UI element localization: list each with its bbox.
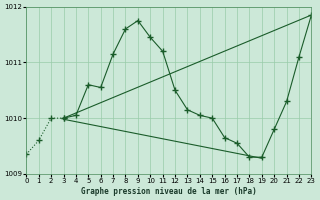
X-axis label: Graphe pression niveau de la mer (hPa): Graphe pression niveau de la mer (hPa) [81, 187, 257, 196]
